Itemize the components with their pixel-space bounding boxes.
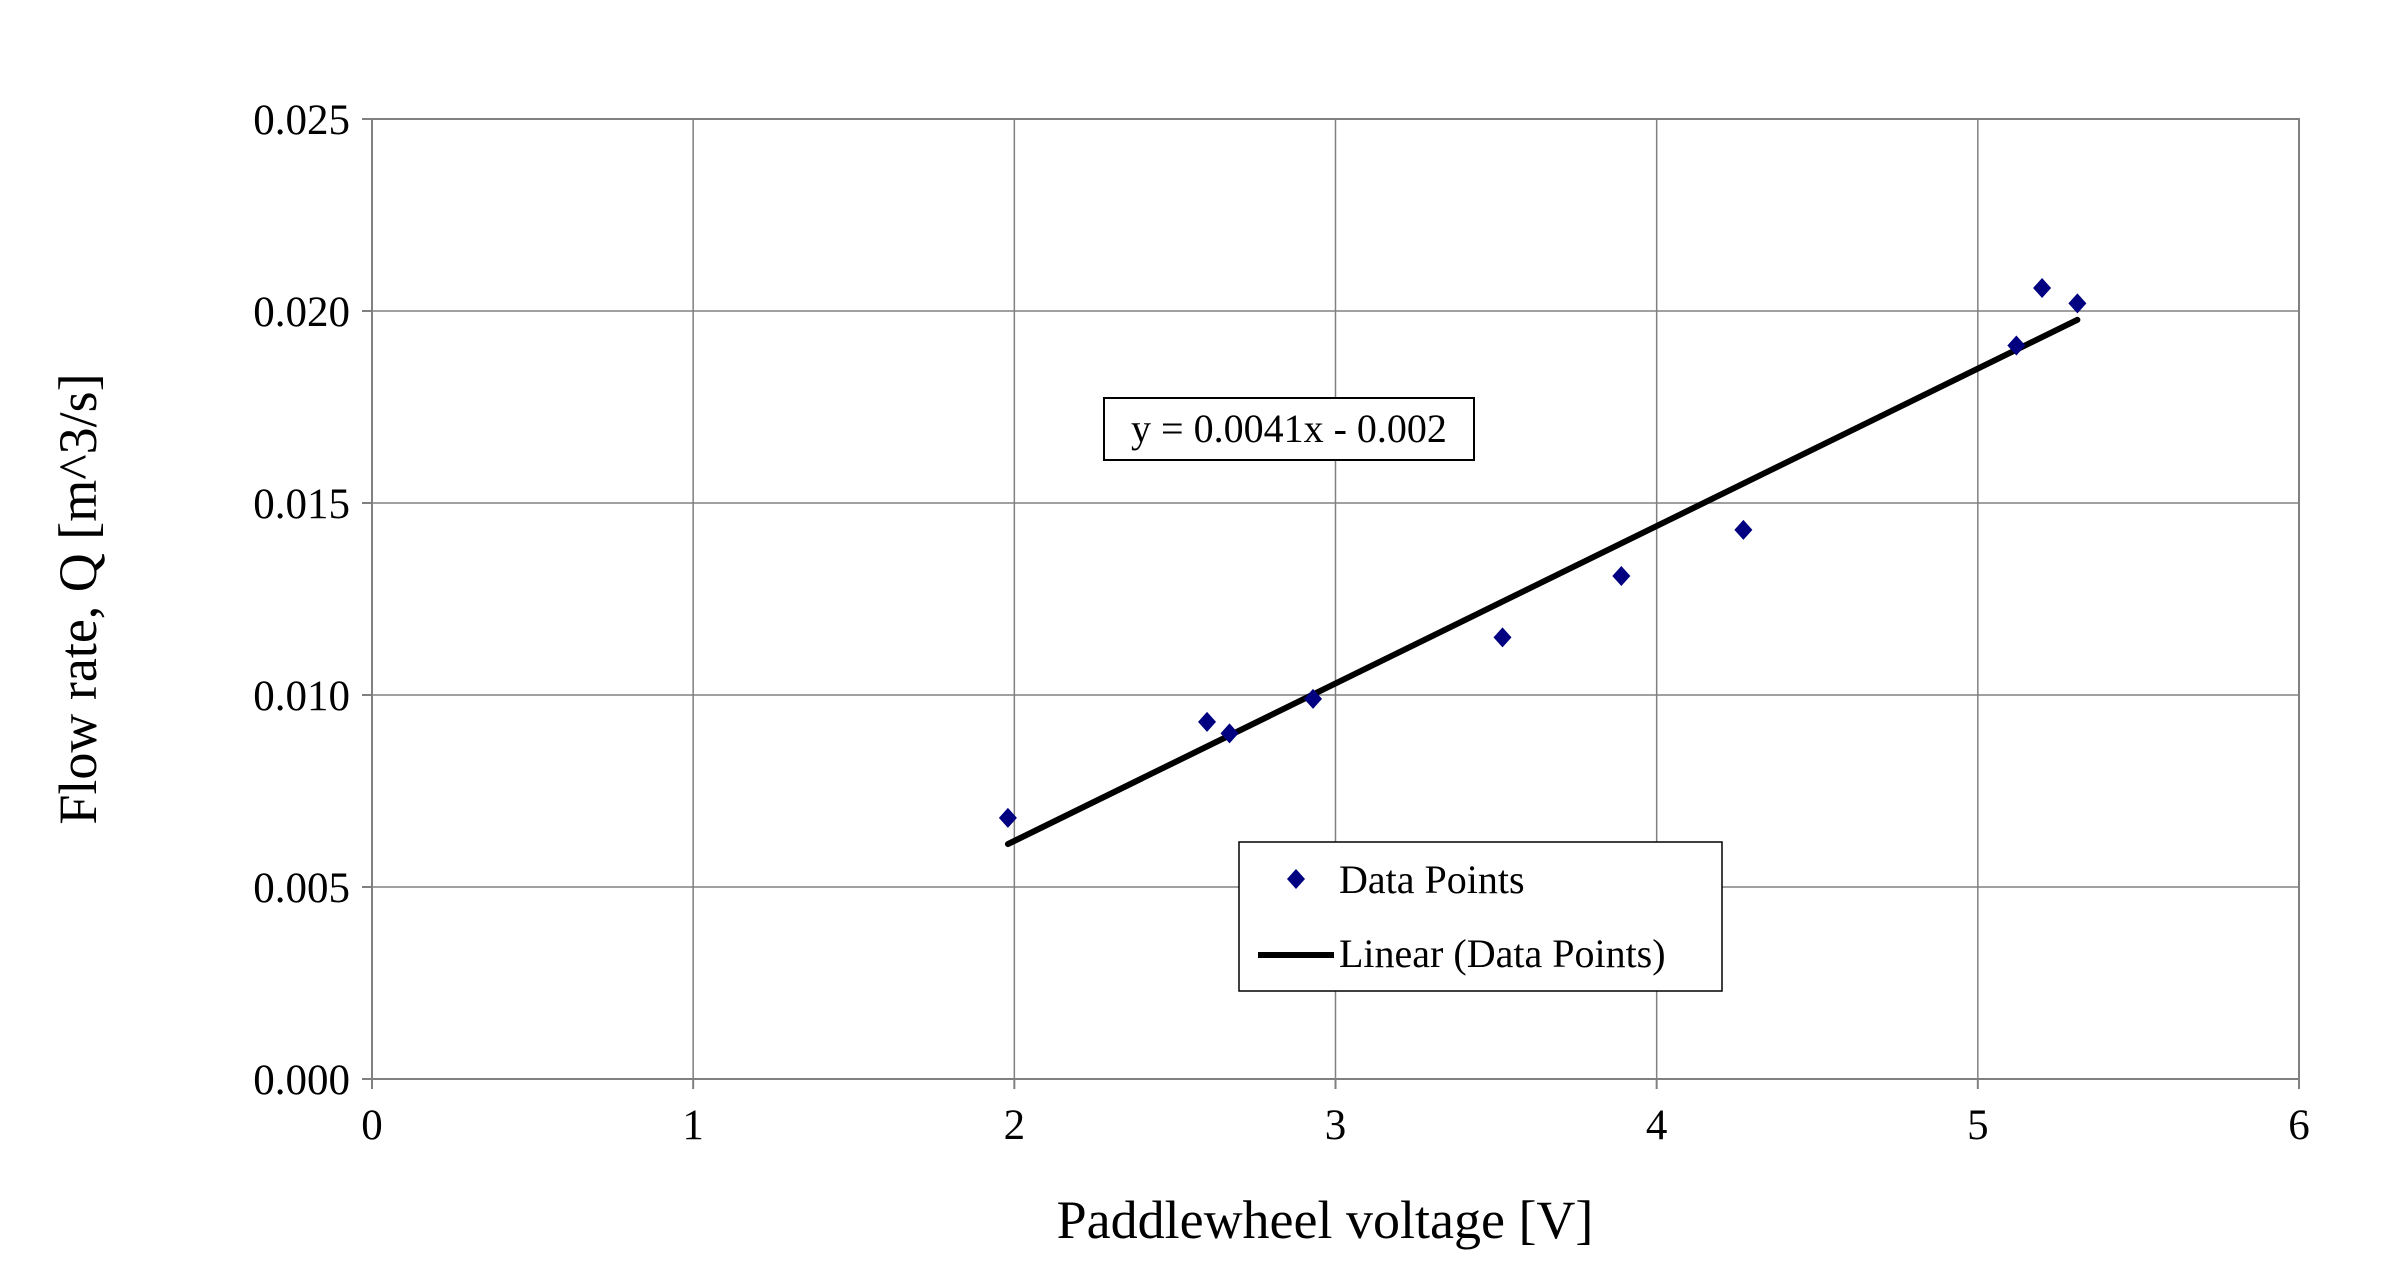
data-points: [998, 277, 2087, 828]
x-tick-label: 6: [2288, 1102, 2310, 1149]
data-point: [998, 807, 1017, 828]
x-tick-label: 5: [1967, 1102, 1989, 1149]
data-point: [1493, 627, 1512, 648]
x-tick-label: 4: [1646, 1102, 1668, 1149]
y-tick-label: 0.005: [253, 865, 350, 912]
x-axis: 0 1 2 3 4 5 6: [361, 1079, 2310, 1149]
y-tick-label: 0.015: [253, 481, 350, 528]
y-tick-label: 0.025: [253, 97, 350, 144]
x-tick-label: 0: [361, 1102, 383, 1149]
trendline: [1004, 316, 2081, 848]
data-point: [1304, 688, 1323, 709]
equation-box: y = 0.0041x - 0.002: [1103, 397, 1475, 461]
data-point: [1220, 723, 1239, 744]
data-point: [2068, 293, 2087, 314]
x-tick-label: 3: [1325, 1102, 1347, 1149]
data-point: [2033, 277, 2052, 298]
x-tick-label: 2: [1004, 1102, 1026, 1149]
y-axis: 0.000 0.005 0.010 0.015 0.020 0.025: [253, 97, 372, 1104]
legend-diamond-icon: [1287, 869, 1305, 889]
y-tick-label: 0.000: [253, 1057, 350, 1104]
legend-label-linear: Linear (Data Points): [1339, 931, 1666, 976]
legend-label-data-points: Data Points: [1339, 857, 1525, 902]
trendline-path: [1004, 316, 2081, 848]
x-axis-title: Paddlewheel voltage [V]: [1057, 1190, 1594, 1250]
legend: Data Points Linear (Data Points): [1238, 841, 1723, 992]
x-tick-label: 1: [682, 1102, 704, 1149]
equation-label: y = 0.0041x - 0.002: [1131, 406, 1447, 451]
y-tick-label: 0.010: [253, 673, 350, 720]
data-point: [1612, 565, 1631, 586]
y-tick-label: 0.020: [253, 289, 350, 336]
data-point: [2007, 335, 2026, 356]
y-axis-title: Flow rate, Q [m^3/s]: [48, 373, 108, 824]
data-point: [1198, 711, 1217, 732]
data-point: [1734, 519, 1753, 540]
